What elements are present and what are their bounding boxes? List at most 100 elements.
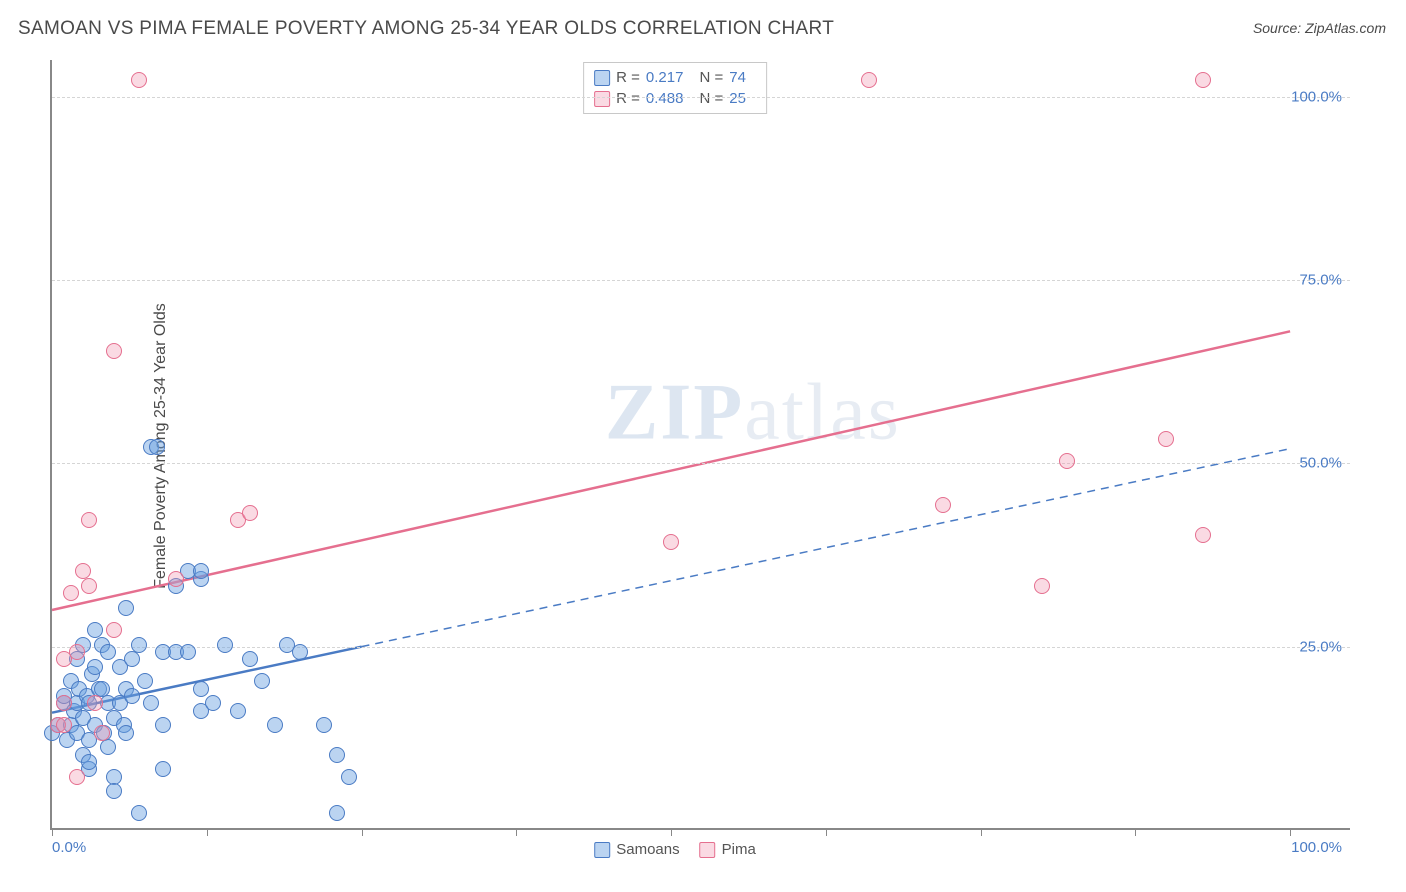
x-tick [671,828,672,836]
scatter-point [1195,72,1211,88]
scatter-point [106,343,122,359]
scatter-point [155,717,171,733]
scatter-point [56,717,72,733]
scatter-point [341,769,357,785]
y-tick-label: 25.0% [1299,638,1342,655]
scatter-point [155,761,171,777]
scatter-point [106,783,122,799]
scatter-point [1195,527,1211,543]
legend-label: Samoans [616,841,679,858]
x-tick [981,828,982,836]
scatter-point [81,578,97,594]
scatter-point [69,644,85,660]
legend-item-pima: Pima [700,841,756,858]
trend-line-dashed [362,449,1291,647]
legend-series: Samoans Pima [594,841,756,858]
scatter-point [205,695,221,711]
n-label: N = [699,69,723,86]
scatter-point [861,72,877,88]
scatter-point [131,637,147,653]
r-label: R = [616,69,640,86]
chart-container: SAMOAN VS PIMA FEMALE POVERTY AMONG 25-3… [0,0,1406,892]
scatter-point [217,637,233,653]
scatter-point [118,600,134,616]
scatter-point [267,717,283,733]
y-tick-label: 100.0% [1291,88,1342,105]
legend-swatch-blue [594,70,610,86]
y-tick-label: 75.0% [1299,272,1342,289]
legend-swatch-pink [594,91,610,107]
scatter-point [106,622,122,638]
scatter-point [242,505,258,521]
scatter-point [1059,453,1075,469]
scatter-point [131,72,147,88]
plot-area: ZIPatlas R = 0.217 N = 74 R = 0.488 N = … [50,60,1350,830]
scatter-point [1034,578,1050,594]
grid-line [52,647,1350,648]
x-tick-label-max: 100.0% [1291,839,1342,856]
legend-label: Pima [722,841,756,858]
scatter-point [329,805,345,821]
scatter-point [1158,431,1174,447]
x-tick [52,828,53,836]
scatter-point [87,622,103,638]
scatter-point [143,695,159,711]
legend-swatch-pink [700,842,716,858]
scatter-point [100,739,116,755]
scatter-point [94,681,110,697]
trend-lines [52,60,1350,828]
scatter-point [118,725,134,741]
scatter-point [149,439,165,455]
r-value: 0.488 [646,90,684,107]
grid-line [52,280,1350,281]
grid-line [52,463,1350,464]
scatter-point [230,703,246,719]
r-value: 0.217 [646,69,684,86]
scatter-point [329,747,345,763]
scatter-point [292,644,308,660]
y-tick-label: 50.0% [1299,455,1342,472]
legend-stats-row: R = 0.488 N = 25 [594,88,756,109]
scatter-point [56,695,72,711]
x-tick [362,828,363,836]
scatter-point [87,695,103,711]
n-value: 74 [729,69,746,86]
trend-line-solid [52,331,1290,610]
scatter-point [254,673,270,689]
grid-line [52,97,1350,98]
scatter-point [81,512,97,528]
legend-swatch-blue [594,842,610,858]
legend-stats: R = 0.217 N = 74 R = 0.488 N = 25 [583,62,767,114]
scatter-point [137,673,153,689]
scatter-point [935,497,951,513]
legend-stats-row: R = 0.217 N = 74 [594,67,756,88]
scatter-point [94,725,110,741]
scatter-point [168,571,184,587]
chart-title: SAMOAN VS PIMA FEMALE POVERTY AMONG 25-3… [18,18,834,40]
x-tick-label-min: 0.0% [52,839,86,856]
scatter-point [81,754,97,770]
scatter-point [663,534,679,550]
scatter-point [131,805,147,821]
r-label: R = [616,90,640,107]
x-tick [826,828,827,836]
x-tick [1290,828,1291,836]
source-attribution: Source: ZipAtlas.com [1253,20,1386,36]
scatter-point [124,688,140,704]
scatter-point [69,769,85,785]
scatter-point [316,717,332,733]
scatter-point [100,644,116,660]
scatter-point [87,659,103,675]
scatter-point [242,651,258,667]
x-tick [207,828,208,836]
scatter-point [124,651,140,667]
scatter-point [63,585,79,601]
n-value: 25 [729,90,746,107]
scatter-point [193,681,209,697]
x-tick [516,828,517,836]
scatter-point [193,563,209,579]
legend-item-samoans: Samoans [594,841,679,858]
x-tick [1135,828,1136,836]
scatter-point [75,563,91,579]
scatter-point [106,769,122,785]
